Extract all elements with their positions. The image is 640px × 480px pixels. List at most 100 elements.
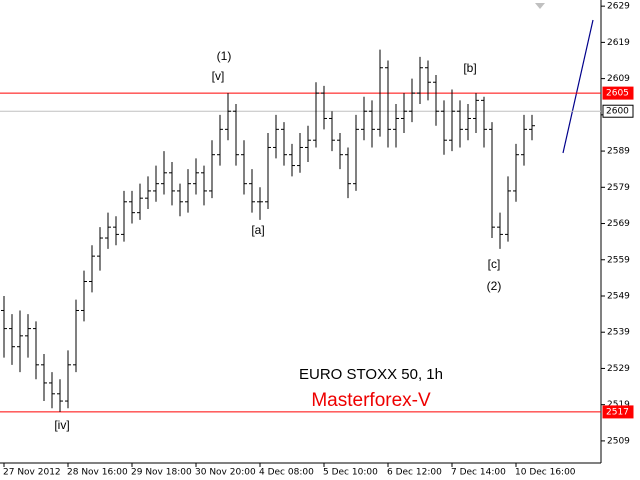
ohlc-bar [329,111,335,152]
ohlc-bar [313,82,319,148]
chart-title: EURO STOXX 50, 1h [299,366,443,383]
ohlc-bar [9,314,15,365]
ohlc-bar [113,216,119,246]
ohlc-bar [473,93,479,133]
ohlc-bar [441,100,447,155]
x-tick-label: 28 Nov 16:00 [67,468,128,478]
ohlc-bar [201,165,207,206]
y-tick-label: 2539 [607,328,630,338]
y-tick-label: 2609 [607,74,630,84]
ohlc-bar [369,100,375,148]
ohlc-bar [457,100,463,148]
ohlc-bar [193,158,199,195]
ohlc-bar [425,60,431,101]
price-label-box [602,104,634,118]
ohlc-bar [345,147,351,199]
price-label-box [602,86,634,100]
price-label: 2517 [606,407,629,417]
ohlc-bar [305,125,311,162]
ohlc-bar [401,93,407,133]
ohlc-bar [513,143,519,202]
y-tick-label: 2619 [607,38,630,48]
ohlc-bar [177,183,183,217]
ohlc-bar [129,190,135,224]
annotation: (2) [487,279,502,293]
ohlc-bar [89,245,95,293]
ohlc-bar [17,310,23,373]
x-tick-label: 29 Nov 18:00 [131,468,192,478]
trend-line [562,19,594,154]
price-label: 2600 [606,107,629,117]
ohlc-bar [521,114,527,166]
ohlc-bar [257,187,263,220]
y-tick-label: 2529 [607,364,630,374]
y-tick-label: 2549 [607,291,630,301]
ohlc-bar [33,321,39,380]
ohlc-bar [169,161,175,206]
ohlc-bar [225,93,231,141]
x-tick-label: 7 Dec 14:00 [451,468,506,478]
ohlc-bar [209,140,215,199]
ohlc-bar [233,103,239,166]
ohlc-bar [97,227,103,271]
ohlc-bar [161,151,167,195]
annotation: [iv] [54,418,69,432]
annotation: [c] [488,257,501,271]
price-label: 2605 [606,89,629,99]
ohlc-bar [321,85,327,130]
ohlc-bar [433,74,439,126]
ohlc-bar [273,114,279,159]
annotation: [a] [251,223,264,237]
ohlc-bar [81,270,87,322]
ohlc-bar [137,183,143,220]
ohlc-bar [281,122,287,166]
plot-area [0,0,601,463]
ohlc-bar [241,140,247,195]
ohlc-bar [1,295,7,358]
y-tick-label: 2589 [607,147,630,157]
ohlc-bar [153,165,159,202]
x-tick-label: 27 Nov 2012 [3,468,61,478]
ohlc-bar [265,132,271,210]
ohlc-bar [489,122,495,239]
chart-subtitle: Masterforex-V [311,390,431,411]
x-tick-label: 10 Dec 16:00 [515,468,576,478]
ohlc-bar [217,114,223,166]
y-tick-label: 2519 [607,400,630,410]
ohlc-bar [49,372,55,409]
ohlc-bar [337,132,343,170]
ohlc-bar [417,56,423,104]
x-tick-label: 4 Dec 08:00 [259,468,314,478]
x-tick-label: 30 Nov 20:00 [195,468,256,478]
ohlc-bar [409,78,415,123]
ohlc-bar [105,212,111,249]
x-tick-label: 6 Dec 12:00 [387,468,442,478]
ohlc-bar [145,176,151,210]
ohlc-bar [481,96,487,148]
y-tick-label: 2509 [607,436,630,446]
ohlc-bar [57,379,63,412]
price-label-box [602,405,634,419]
ohlc-bar [449,89,455,152]
y-tick-label: 2569 [607,219,630,229]
ohlc-bar [41,353,47,402]
ohlc-bar [361,96,367,141]
ohlc-bar [121,190,127,242]
ohlc-bar [65,350,71,409]
ohlc-bar [249,169,255,213]
ohlc-bar [353,114,359,191]
shift-marker [535,3,545,9]
ohlc-bar [185,169,191,213]
annotation: (1) [217,49,232,63]
y-tick-label: 2629 [607,2,630,12]
y-tick-label: 2579 [607,183,630,193]
annotation: [v] [212,69,225,83]
ohlc-bar [25,314,31,358]
ohlc-bar [465,103,471,141]
ohlc-bar [377,49,383,137]
ohlc-bar [73,299,79,373]
ohlc-bar [505,176,511,242]
ohlc-bar [393,103,399,148]
ohlc-bar [297,132,303,173]
